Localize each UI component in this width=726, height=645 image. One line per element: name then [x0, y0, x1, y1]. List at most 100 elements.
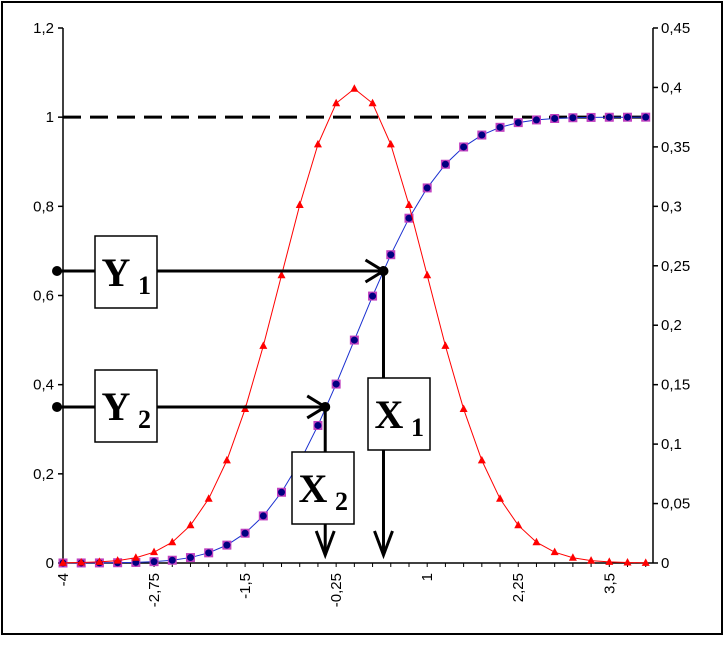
data-point-dot — [423, 184, 431, 192]
data-point-triangle — [587, 556, 596, 564]
data-point-triangle — [459, 404, 468, 413]
data-point-dot — [605, 113, 613, 121]
data-point-dot — [241, 529, 249, 537]
data-point-triangle — [259, 341, 268, 349]
x-tick-label: -1,5 — [237, 573, 254, 599]
data-point-triangle — [186, 520, 195, 529]
data-point-triangle — [59, 558, 67, 566]
data-point-triangle — [386, 139, 395, 148]
left-y-tick-label: 1,2 — [33, 20, 54, 37]
data-point-triangle — [623, 558, 632, 566]
x-tick-label: -0,25 — [328, 573, 345, 607]
right-y-tick-label: 0,35 — [661, 139, 690, 156]
right-y-tick-label: 0 — [661, 555, 669, 572]
data-point-triangle — [496, 494, 505, 502]
left-y-tick-label: 0,2 — [33, 466, 54, 483]
y1-label-box — [94, 235, 158, 309]
left-y-tick-label: 1 — [46, 109, 54, 126]
right-y-tick-label: 0,4 — [661, 79, 682, 96]
data-point-dot — [186, 554, 194, 562]
data-point-triangle — [641, 558, 650, 566]
x1-label-box-text: X — [375, 392, 404, 437]
data-point-dot — [259, 512, 267, 520]
right-y-tick-label: 0,2 — [661, 317, 682, 334]
data-point-triangle — [113, 556, 122, 564]
x1-label-box — [367, 377, 431, 451]
y2-label-box-subscript: 2 — [138, 405, 151, 434]
data-point-triangle — [332, 98, 341, 107]
data-point-triangle — [441, 341, 450, 349]
data-point-triangle — [150, 547, 159, 556]
data-point-triangle — [131, 553, 140, 561]
data-point-dot — [150, 558, 158, 566]
left-y-tick-label: 0,6 — [33, 288, 54, 305]
data-point-triangle — [423, 270, 432, 279]
data-point-dot — [441, 160, 449, 168]
right-y-tick-label: 0,25 — [661, 258, 690, 275]
y1-label-box-text: Y — [102, 250, 131, 295]
data-point-triangle — [168, 537, 177, 546]
data-point-triangle — [368, 98, 377, 107]
data-point-dot — [551, 115, 559, 123]
data-point-dot — [168, 556, 176, 564]
data-point-dot — [314, 421, 322, 429]
data-point-triangle — [95, 557, 104, 565]
data-point-dot — [387, 251, 395, 259]
data-point-triangle — [605, 557, 614, 565]
data-point-dot — [332, 380, 340, 388]
chart-frame — [1, 1, 723, 635]
data-point-dot — [624, 113, 632, 121]
data-point-dot — [496, 123, 504, 131]
data-point-triangle — [350, 84, 359, 92]
x2-label-box-subscript: 2 — [335, 487, 348, 516]
y1-end-dot — [378, 265, 389, 276]
data-point-dot — [478, 131, 486, 139]
data-point-triangle — [532, 537, 541, 546]
data-point-dot — [532, 116, 540, 124]
data-point-triangle — [404, 200, 413, 209]
right-y-tick-label: 0,3 — [661, 198, 682, 215]
data-point-triangle — [514, 520, 523, 529]
y2-end-dot — [320, 401, 331, 412]
data-point-triangle — [295, 200, 304, 209]
y2-label-box-text: Y — [102, 384, 131, 429]
right-y-tick-label: 0,1 — [661, 436, 682, 453]
data-point-triangle — [277, 270, 286, 279]
data-point-dot — [642, 113, 650, 121]
tick-group: 0 0,2 0,4 0,6 0,8 1 1,2 0 0,05 0,1 0,15 0,2 0,25 0,3 0… — [33, 20, 690, 607]
data-point-triangle — [77, 558, 86, 566]
x-tick-label: -2,75 — [146, 573, 163, 607]
data-point-triangle — [568, 553, 577, 561]
data-point-dot — [205, 549, 213, 557]
data-point-dot — [514, 119, 522, 127]
series-group — [58, 84, 651, 568]
data-point-triangle — [204, 494, 213, 502]
data-point-triangle — [313, 139, 322, 148]
data-point-dot — [460, 143, 468, 151]
left-y-tick-label: 0,8 — [33, 198, 54, 215]
left-y-tick-label: 0 — [46, 555, 54, 572]
x-tick-label: 2,25 — [510, 573, 527, 602]
x-tick-label: 1 — [419, 573, 436, 581]
data-point-triangle — [550, 547, 559, 556]
data-point-triangle — [477, 455, 486, 464]
data-point-dot — [569, 114, 577, 122]
data-point-dot — [223, 541, 231, 549]
right-y-tick-label: 0,05 — [661, 496, 690, 513]
data-point-dot — [587, 113, 595, 121]
annotation-group: Y 1Y 2 X 1X 2 — [52, 235, 431, 560]
y2-label-box — [94, 369, 158, 443]
x2-label-box — [291, 451, 355, 525]
x-tick-label: 3,5 — [601, 573, 618, 594]
x2-label-box-text: X — [299, 466, 328, 511]
x1-label-box-subscript: 1 — [411, 413, 424, 442]
right-y-tick-label: 0,15 — [661, 377, 690, 394]
data-point-dot — [369, 292, 377, 300]
x1-arrow-head — [373, 530, 394, 560]
x2-arrow-head — [314, 530, 336, 560]
data-point-dot — [350, 336, 358, 344]
left-y-tick-label: 0,4 — [33, 377, 54, 394]
data-point-dot — [278, 488, 286, 496]
y1-label-box-subscript: 1 — [138, 271, 151, 300]
